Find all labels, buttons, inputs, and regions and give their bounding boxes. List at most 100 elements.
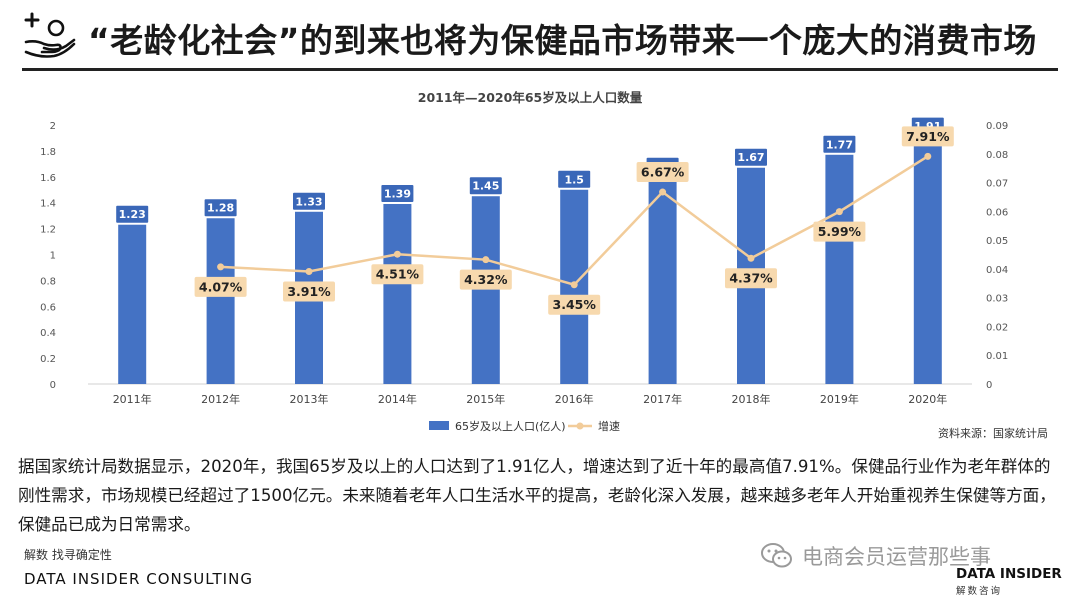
bar [118, 224, 147, 384]
growth-label-box [813, 221, 866, 242]
y-right-tick-label: 0.09 [986, 121, 1008, 132]
y-left-tick-label: 1.8 [40, 147, 56, 158]
growth-label-box [548, 294, 601, 315]
legend-line-marker [576, 422, 584, 430]
watermark: 电商会员运营那些事 [760, 541, 991, 571]
bar-label-box [204, 199, 237, 217]
y-left-tick-label: 0.8 [40, 276, 56, 287]
y-right-tick-label: 0 [986, 380, 992, 391]
x-tick-label: 2020年 [908, 392, 947, 406]
footer-brand: DATA INSIDER CONSULTING [24, 570, 253, 588]
bar-label-box [116, 205, 149, 223]
watermark-text: 电商会员运营那些事 [802, 545, 991, 569]
growth-value-label: 7.91% [906, 129, 950, 144]
growth-point [924, 152, 932, 160]
y-right-tick-label: 0.02 [986, 322, 1008, 333]
bar-value-label: 1.67 [737, 151, 764, 164]
x-tick-label: 2017年 [643, 392, 682, 406]
bar-label-box [735, 148, 767, 166]
bar [383, 203, 412, 384]
chart-title: 2011年—2020年65岁及以上人口数量 [418, 90, 643, 105]
bar-value-label: 1.23 [119, 208, 146, 221]
growth-label-box [194, 276, 247, 297]
growth-value-label: 3.91% [287, 284, 331, 299]
growth-point [217, 263, 225, 271]
growth-value-label: 4.07% [199, 279, 243, 294]
growth-value-label: 5.99% [818, 224, 862, 239]
growth-value-label: 4.51% [376, 267, 420, 282]
x-tick-label: 2019年 [820, 392, 859, 406]
bar-label-box [293, 192, 325, 210]
bar-label-box [381, 184, 414, 202]
growth-point [305, 267, 313, 275]
growth-label-box [459, 269, 512, 290]
y-left-tick-label: 0.6 [40, 302, 56, 313]
wechat-icon [761, 543, 792, 568]
bar [471, 196, 500, 384]
growth-value-label: 4.32% [464, 272, 508, 287]
logo-main: DATA INSIDER [956, 566, 1062, 582]
bar-value-label: 1.77 [826, 138, 853, 151]
logo-sub: 解数咨询 [956, 586, 1003, 597]
bar-value-label: 1.28 [207, 202, 234, 215]
growth-value-label: 3.45% [553, 297, 597, 312]
body-paragraph: 据国家统计局数据显示，2020年，我国65岁及以上的人口达到了1.91亿人，增速… [18, 457, 1056, 534]
legend-line-label: 增速 [598, 419, 620, 433]
bar-label-box [823, 135, 856, 153]
bar [648, 176, 677, 384]
growth-point [570, 281, 578, 289]
source-note: 资料来源：国家统计局 [938, 427, 1048, 440]
growth-value-label: 4.37% [729, 271, 773, 286]
bar [825, 154, 854, 384]
bar-value-label: 1.5 [564, 173, 584, 186]
x-tick-label: 2015年 [466, 392, 505, 406]
y-left-tick-label: 1.4 [40, 199, 56, 210]
bar-value-label: 1.45 [472, 180, 499, 193]
y-left-tick-label: 1 [50, 251, 56, 262]
x-tick-label: 2018年 [732, 392, 771, 406]
y-right-tick-label: 0.05 [986, 236, 1008, 247]
bar-value-label: 1.39 [384, 187, 411, 200]
growth-point [393, 250, 401, 258]
legend-bar-label: 65岁及以上人口(亿人) [455, 419, 566, 433]
y-right-tick-label: 0.06 [986, 207, 1008, 218]
y-left-tick-label: 1.6 [40, 173, 56, 184]
growth-point [835, 208, 843, 216]
bar-label-box [469, 177, 502, 195]
bar-label-box [558, 170, 591, 188]
bar-value-label: 1.33 [295, 195, 322, 208]
growth-label-box [725, 268, 777, 289]
growth-value-label: 6.67% [641, 165, 685, 180]
bar [913, 136, 942, 384]
y-left-tick-label: 0 [50, 380, 56, 391]
growth-point [659, 188, 667, 196]
x-tick-label: 2011年 [113, 392, 152, 406]
y-right-tick-label: 0.01 [986, 351, 1008, 362]
y-right-tick-label: 0.07 [986, 179, 1008, 190]
page-title: “老龄化社会”的到来也将为保健品市场带来一个庞大的消费市场 [88, 21, 1037, 60]
x-tick-label: 2014年 [378, 392, 417, 406]
footer-tagline: 解数 找寻确定性 [24, 548, 112, 562]
population-chart: 2011年—2020年65岁及以上人口数量 0 0.2 0.4 0.6 0.8 1 1.2 1.… [40, 90, 1008, 433]
legend-bar-swatch [429, 421, 449, 430]
growth-label-box [371, 264, 424, 285]
y-left-tick-label: 0.2 [40, 354, 56, 365]
y-right-tick-label: 0.03 [986, 294, 1008, 305]
growth-label-box [901, 126, 954, 147]
x-tick-label: 2013年 [290, 392, 329, 406]
y-right-tick-label: 0.04 [986, 265, 1008, 276]
hand-plus-icon [24, 12, 76, 58]
y-left-tick-label: 2 [50, 121, 56, 132]
growth-label-box [283, 281, 335, 302]
x-tick-label: 2016年 [555, 392, 594, 406]
x-tick-label: 2012年 [201, 392, 240, 406]
y-right-tick-label: 0.08 [986, 150, 1008, 161]
bar [206, 218, 235, 384]
header: “老龄化社会”的到来也将为保健品市场带来一个庞大的消费市场 [0, 0, 1080, 71]
header-divider [22, 68, 1058, 71]
growth-point [482, 256, 490, 264]
data-insider-logo: DATA INSIDER 解数咨询 [956, 556, 1062, 597]
growth-point [747, 254, 755, 262]
y-left-tick-label: 1.2 [40, 225, 56, 236]
growth-label-box [636, 162, 689, 183]
